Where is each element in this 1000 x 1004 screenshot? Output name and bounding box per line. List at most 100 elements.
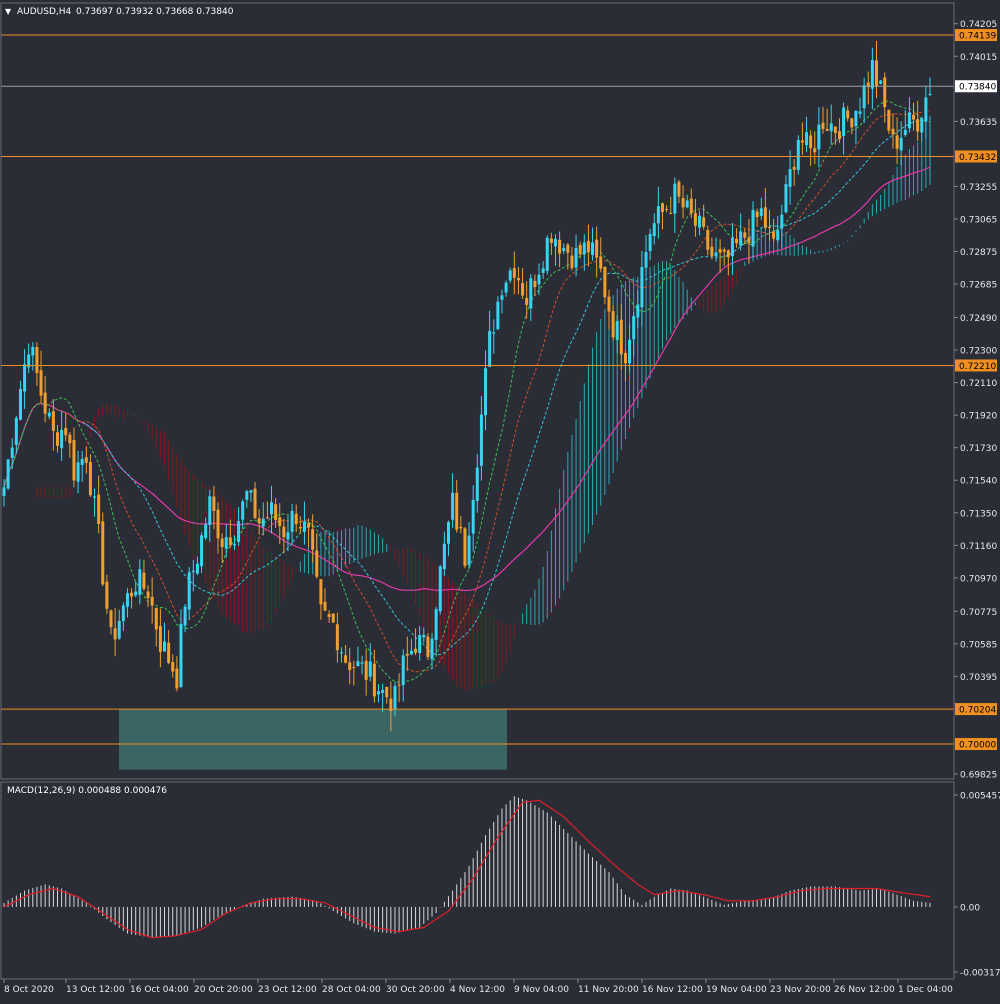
ohlc-values: 0.73697 0.73932 0.73668 0.73840 xyxy=(76,7,234,17)
candle-body xyxy=(792,166,796,170)
candle-body xyxy=(788,169,792,187)
candle-body xyxy=(319,579,323,605)
candle-body xyxy=(377,691,381,695)
candle-body xyxy=(648,233,652,252)
candle-body xyxy=(747,237,751,244)
candle-body xyxy=(636,304,640,318)
macd-panel-frame xyxy=(0,781,955,980)
x-tick-label: 23 Nov 20:00 xyxy=(770,985,831,995)
candle-body xyxy=(138,569,142,595)
candle-body xyxy=(154,607,158,630)
candle-body xyxy=(286,532,290,540)
level-tag xyxy=(955,150,997,163)
candle-body xyxy=(204,524,208,538)
candle-body xyxy=(698,215,702,228)
macd-y-tick-label: 0.00 xyxy=(960,903,980,913)
candle-body xyxy=(677,181,681,197)
x-tick-label: 20 Oct 20:00 xyxy=(194,985,253,995)
dropdown-icon[interactable]: ▼ xyxy=(5,7,12,16)
candle-body xyxy=(278,517,282,527)
candle-body xyxy=(459,526,463,529)
candle-body xyxy=(833,126,837,134)
x-tick-label: 1 Dec 04:00 xyxy=(898,985,953,995)
x-tick-label: 8 Oct 2020 xyxy=(4,985,54,995)
candle-body xyxy=(298,526,302,529)
candle-body xyxy=(397,684,401,686)
candle-body xyxy=(39,370,43,396)
candle-body xyxy=(117,620,121,639)
candle-body xyxy=(315,550,319,577)
candle-body xyxy=(722,249,726,252)
candle-body xyxy=(368,661,372,677)
candle-body xyxy=(652,223,656,237)
candle-body xyxy=(68,434,72,444)
candle-body xyxy=(220,538,224,547)
candle-body xyxy=(18,388,22,420)
candle-body xyxy=(216,509,220,539)
candle-body xyxy=(158,625,162,652)
candle-body xyxy=(335,624,339,651)
candle-body xyxy=(525,298,529,305)
candle-body xyxy=(866,82,870,88)
candle-body xyxy=(479,414,483,466)
level-tag xyxy=(955,29,997,42)
candle-body xyxy=(179,623,183,688)
candle-body xyxy=(307,523,311,528)
candle-body xyxy=(130,592,134,597)
y-tick-label: 0.71350 xyxy=(960,509,997,519)
candle-body xyxy=(27,354,31,368)
candle-body xyxy=(644,251,648,268)
ma-green-line xyxy=(3,100,931,684)
candle-body xyxy=(545,237,549,271)
candle-body xyxy=(237,521,241,542)
candle-body xyxy=(430,638,434,660)
candle-body xyxy=(854,110,858,127)
level-tag-label: 0.72210 xyxy=(959,362,996,372)
ma-cyan-line xyxy=(3,116,931,656)
candle-body xyxy=(60,430,64,449)
candle-body xyxy=(813,148,817,153)
demand-zone xyxy=(119,709,507,770)
candle-body xyxy=(187,572,191,610)
candle-body xyxy=(842,107,846,137)
main-panel-frame xyxy=(0,2,955,780)
y-tick-label: 0.71540 xyxy=(960,477,997,487)
candle-body xyxy=(327,614,331,617)
candle-body xyxy=(710,246,714,256)
macd-label: MACD(12,26,9) 0.000488 0.000476 xyxy=(7,786,167,796)
candle-body xyxy=(776,230,780,241)
candle-body xyxy=(488,330,492,367)
x-tick-label: 26 Nov 12:00 xyxy=(834,985,895,995)
x-tick-label: 16 Oct 04:00 xyxy=(130,985,189,995)
candle-body xyxy=(903,129,907,135)
candle-body xyxy=(302,521,306,532)
candle-body xyxy=(282,526,286,538)
x-tick-label: 28 Oct 04:00 xyxy=(322,985,381,995)
candle-body xyxy=(422,634,426,638)
x-tick-label: 19 Nov 04:00 xyxy=(706,985,767,995)
candle-body xyxy=(471,499,475,534)
candle-body xyxy=(385,686,389,698)
candle-body xyxy=(249,490,253,493)
candle-body xyxy=(689,198,693,214)
candle-body xyxy=(212,496,216,511)
candle-body xyxy=(628,339,632,364)
candle-body xyxy=(607,296,611,312)
candle-body xyxy=(817,124,821,150)
candle-body xyxy=(821,122,825,129)
macd-y-tick-label: 0.005457 xyxy=(960,792,1000,802)
candle-body xyxy=(146,591,150,599)
candle-body xyxy=(660,203,664,213)
candle-body xyxy=(64,428,68,436)
candle-body xyxy=(578,245,582,255)
candle-body xyxy=(331,613,335,623)
candle-body xyxy=(858,111,862,114)
candle-body xyxy=(270,502,274,515)
x-tick-label: 4 Nov 12:00 xyxy=(450,985,505,995)
candle-body xyxy=(582,242,586,255)
candle-body xyxy=(879,80,883,84)
candle-body xyxy=(829,123,833,132)
candle-body xyxy=(685,200,689,208)
